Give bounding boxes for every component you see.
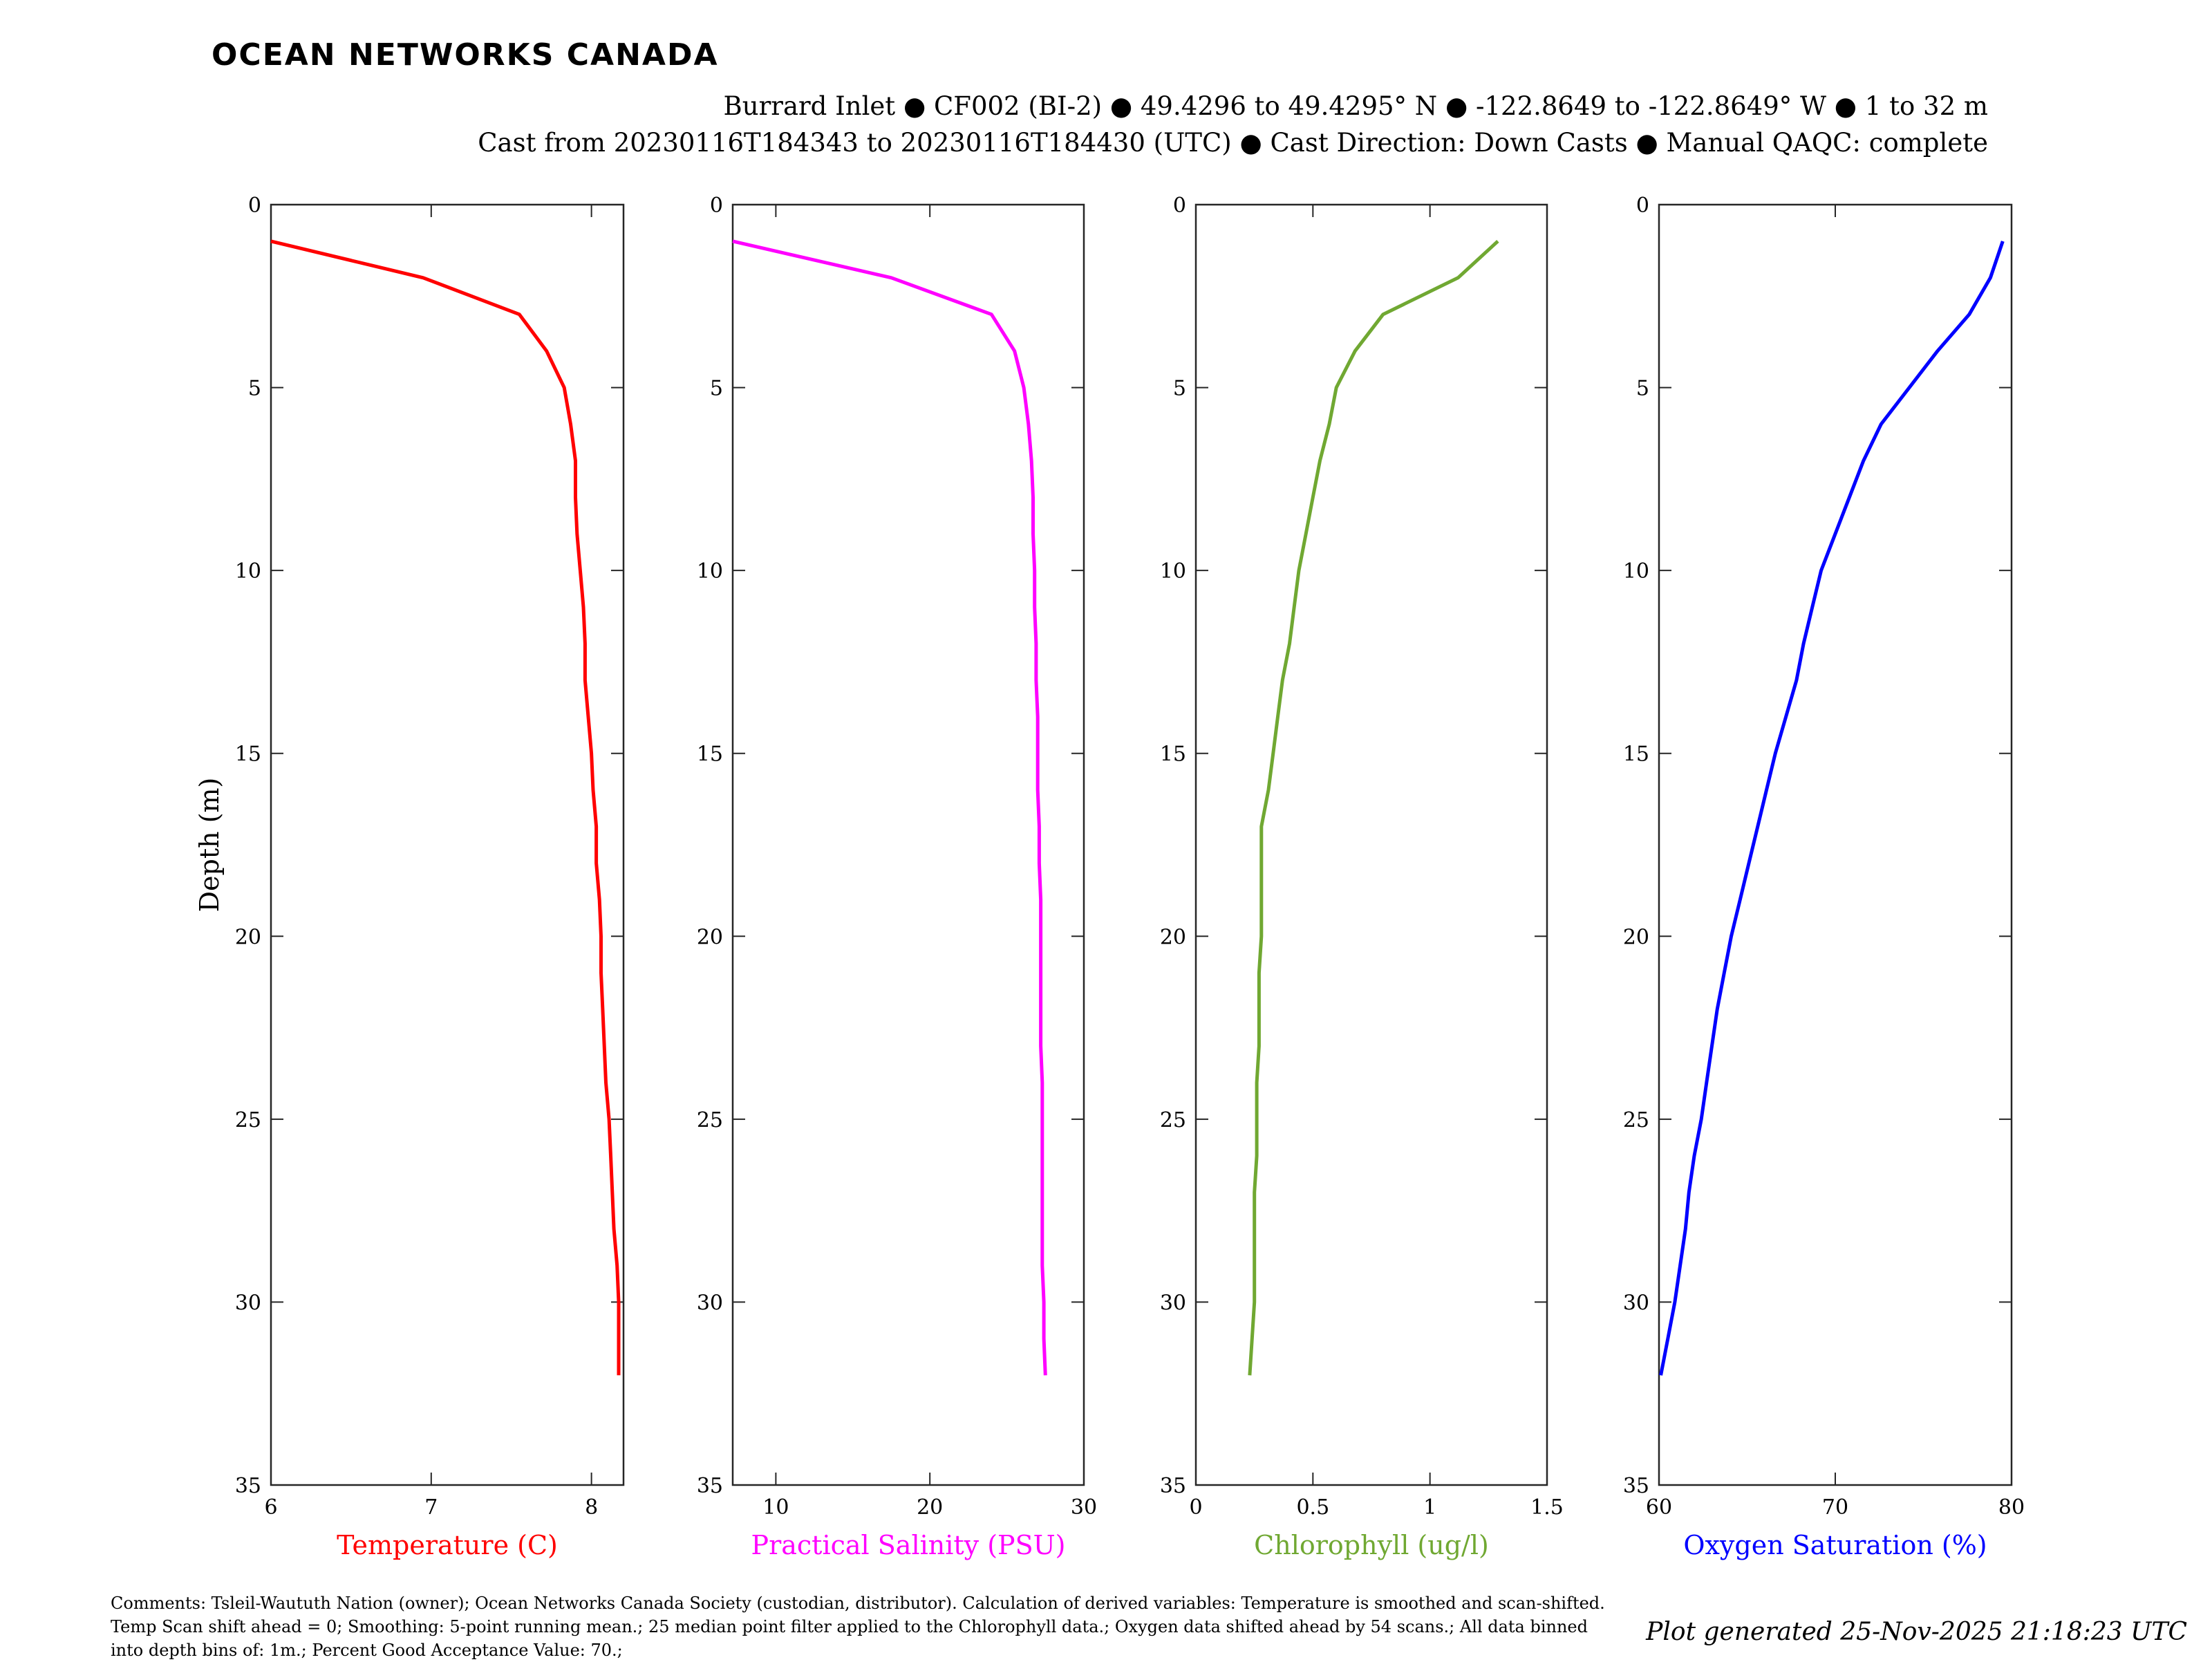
header-location-line: Burrard Inlet ● CF002 (BI-2) ● 49.4296 t… — [724, 91, 1988, 121]
temperature-c-axis-title: Temperature (C) — [337, 1530, 558, 1560]
x-tick-label: 0 — [1189, 1495, 1202, 1520]
y-tick-label: 10 — [697, 559, 723, 583]
y-tick-label: 20 — [697, 925, 723, 949]
chlorophyll-ug-l-axes-box — [1194, 203, 1548, 1486]
x-tick-label: 6 — [264, 1495, 277, 1520]
y-tick-label: 0 — [1636, 194, 1649, 218]
y-tick-label: 10 — [1623, 559, 1649, 583]
y-tick-label: 0 — [1173, 194, 1186, 218]
practical-salinity-psu-axes-box — [731, 203, 1085, 1486]
x-tick-label: 1 — [1423, 1495, 1436, 1520]
y-tick-label: 0 — [710, 194, 723, 218]
y-tick-label: 5 — [1173, 377, 1186, 401]
plot-comments: Comments: Tsleil-Waututh Nation (owner);… — [111, 1594, 1605, 1660]
y-tick-label: 30 — [1160, 1291, 1186, 1315]
oxygen-saturation-series-line — [1659, 241, 2005, 1376]
y-tick-label: 25 — [1160, 1108, 1186, 1132]
y-tick-label: 15 — [1160, 743, 1186, 767]
y-tick-label: 35 — [1623, 1474, 1649, 1498]
y-tick-label: 15 — [235, 743, 261, 767]
y-tick-label: 10 — [1160, 559, 1186, 583]
y-tick-label: 20 — [1160, 925, 1186, 949]
temperature-c-series-line — [270, 239, 621, 1376]
y-tick-label: 5 — [710, 377, 723, 401]
y-tick-label: 30 — [697, 1291, 723, 1315]
x-tick-label: 8 — [585, 1495, 598, 1520]
depth-axis-title: Depth (m) — [194, 778, 225, 913]
y-tick-label: 20 — [235, 925, 261, 949]
practical-salinity-psu-series-line — [732, 239, 1047, 1376]
y-tick-label: 0 — [248, 194, 261, 218]
y-tick-label: 25 — [1623, 1108, 1649, 1132]
x-tick-label: 0.5 — [1296, 1495, 1329, 1520]
x-tick-label: 80 — [1998, 1495, 2025, 1520]
x-tick-label: 10 — [762, 1495, 789, 1520]
y-tick-label: 5 — [1636, 377, 1649, 401]
x-tick-label: 60 — [1646, 1495, 1672, 1520]
temperature-c-axes-box — [270, 203, 625, 1486]
temperature-c-panel: 0 5 10 15 20 25 30 356 7 8 Temperature (C) Depth (m… — [194, 194, 625, 1560]
x-tick-label: 7 — [424, 1495, 438, 1520]
header-cast-line: Cast from 20230116T184343 to 20230116T18… — [478, 128, 1988, 158]
x-tick-label: 20 — [917, 1495, 943, 1520]
y-tick-label: 20 — [1623, 925, 1649, 949]
y-tick-label: 35 — [697, 1474, 723, 1498]
y-tick-label: 10 — [235, 559, 261, 583]
y-tick-label: 35 — [1160, 1474, 1186, 1498]
oxygen-saturation-axes-box — [1658, 203, 2013, 1486]
y-tick-label: 25 — [235, 1108, 261, 1132]
chlorophyll-ug-l-series-line — [1248, 240, 1499, 1376]
y-tick-label: 30 — [235, 1291, 261, 1315]
y-tick-label: 30 — [1623, 1291, 1649, 1315]
practical-salinity-psu-axis-title: Practical Salinity (PSU) — [751, 1530, 1066, 1560]
plot-generated-timestamp: Plot generated 25-Nov-2025 21:18:23 UTC — [1646, 1618, 2187, 1646]
x-tick-label: 30 — [1071, 1495, 1097, 1520]
x-tick-label: 1.5 — [1530, 1495, 1564, 1520]
ocean-networks-canada-logo: OCEAN NETWORKS CANADA — [212, 37, 719, 73]
y-tick-label: 15 — [1623, 743, 1649, 767]
y-tick-label: 5 — [248, 377, 261, 401]
y-tick-label: 25 — [697, 1108, 723, 1132]
chlorophyll-ug-l-axis-title: Chlorophyll (ug/l) — [1254, 1530, 1489, 1560]
x-tick-label: 70 — [1822, 1495, 1848, 1520]
y-tick-label: 15 — [697, 743, 723, 767]
oxygen-saturation-axis-title: Oxygen Saturation (%) — [1683, 1530, 1987, 1560]
y-tick-label: 35 — [235, 1474, 261, 1498]
